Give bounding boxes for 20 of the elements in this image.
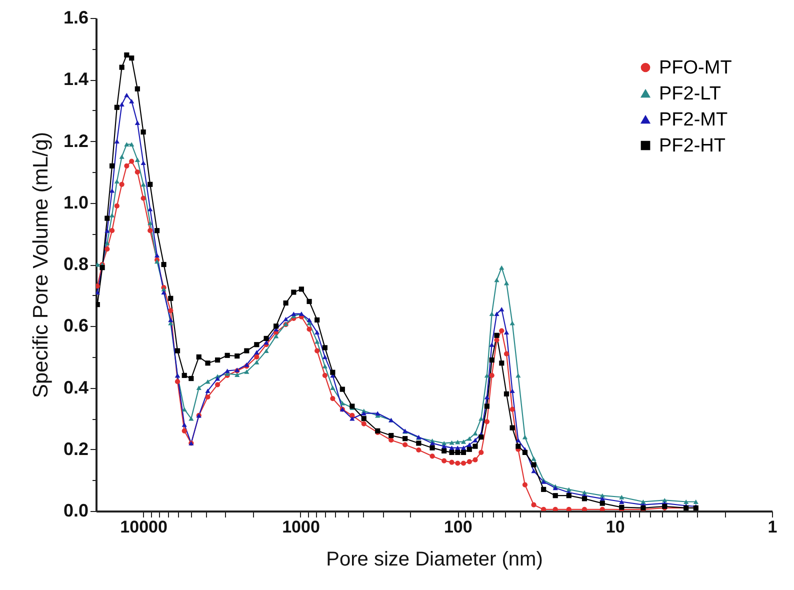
x-tick-label: 1000: [282, 518, 320, 536]
y-tick-label: 0.8: [63, 254, 88, 274]
legend-label: PF2-LT: [659, 84, 722, 104]
y-tick-label: 0.6: [63, 316, 88, 336]
y-tick-label: 1.4: [63, 69, 88, 90]
x-tick-label: 10000: [120, 518, 168, 536]
y-tick-label: 1.6: [63, 8, 88, 28]
legend-label: PF2-MT: [659, 110, 728, 130]
y-tick-label: 0.0: [63, 500, 88, 520]
x-axis-title: Pore size Diameter (nm): [326, 548, 543, 570]
x-tick-label: 10: [606, 518, 625, 536]
y-tick-label: 1.2: [63, 130, 88, 151]
y-tick-label: 0.4: [63, 377, 88, 398]
x-tick-label: 100: [444, 518, 472, 536]
y-axis-title: Specific Pore Volume (mL/g): [29, 132, 52, 398]
y-tick-label: 1.0: [63, 192, 88, 212]
legend-label: PFO-MT: [659, 58, 732, 78]
x-tick-label: 1: [768, 518, 778, 536]
y-tick-label: 0.2: [63, 438, 88, 459]
legend-label: PF2-HT: [659, 136, 726, 156]
